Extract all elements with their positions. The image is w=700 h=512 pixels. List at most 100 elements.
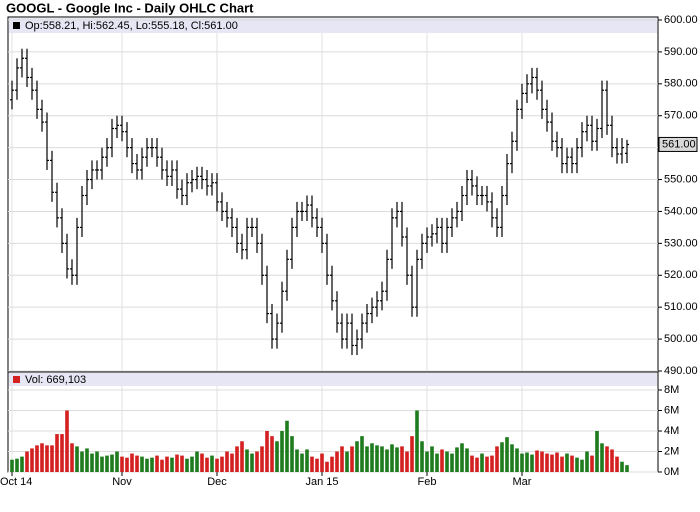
volume-bar bbox=[150, 457, 154, 472]
volume-bar bbox=[145, 458, 149, 472]
volume-bar bbox=[235, 446, 239, 472]
volume-bar bbox=[575, 457, 579, 472]
y-tick-label: 530.00 bbox=[664, 237, 698, 249]
volume-bar bbox=[15, 458, 19, 472]
volume-bar bbox=[140, 456, 144, 472]
volume-bar bbox=[310, 456, 314, 472]
volume-bar bbox=[345, 451, 349, 472]
volume-bar bbox=[55, 434, 59, 472]
volume-bar bbox=[625, 465, 629, 472]
volume-bar bbox=[220, 456, 224, 472]
volume-bar bbox=[305, 449, 309, 472]
volume-bar bbox=[280, 431, 284, 472]
volume-bar bbox=[100, 456, 104, 472]
last-price-label: 561.00 bbox=[662, 138, 696, 150]
volume-bar bbox=[550, 454, 554, 472]
volume-bar bbox=[160, 459, 164, 472]
volume-bar bbox=[105, 455, 109, 472]
volume-bar bbox=[210, 455, 214, 472]
volume-bar bbox=[490, 455, 494, 472]
volume-bar bbox=[120, 456, 124, 472]
price-panel bbox=[7, 16, 659, 372]
volume-bar bbox=[225, 451, 229, 472]
volume-bar bbox=[260, 446, 264, 472]
volume-bar bbox=[110, 454, 114, 472]
volume-bar bbox=[165, 456, 169, 472]
volume-bar bbox=[170, 457, 174, 472]
volume-bar bbox=[95, 451, 99, 472]
volume-bar bbox=[590, 455, 594, 472]
y-tick-label: 580.00 bbox=[664, 78, 698, 90]
volume-bar bbox=[530, 454, 534, 472]
volume-bar bbox=[515, 448, 519, 472]
volume-bar bbox=[30, 448, 34, 472]
volume-bar bbox=[565, 453, 569, 472]
y-tick-label: 600.00 bbox=[664, 14, 698, 26]
x-tick-label: Nov bbox=[112, 476, 132, 488]
y-tick-label: 550.00 bbox=[664, 173, 698, 185]
volume-bar bbox=[365, 446, 369, 472]
volume-bar bbox=[35, 445, 39, 472]
volume-bar bbox=[470, 455, 474, 472]
volume-bar bbox=[115, 451, 119, 472]
volume-bar bbox=[240, 441, 244, 472]
volume-bar bbox=[80, 451, 84, 472]
volume-bar bbox=[65, 410, 69, 472]
volume-bar bbox=[505, 437, 509, 472]
volume-bar bbox=[425, 451, 429, 472]
volume-bar bbox=[70, 443, 74, 472]
volume-bar bbox=[385, 449, 389, 472]
volume-bar bbox=[300, 453, 304, 472]
x-tick-label: Mar bbox=[513, 476, 532, 488]
volume-bar bbox=[340, 446, 344, 472]
y-tick-label: 540.00 bbox=[664, 205, 698, 217]
volume-bar bbox=[250, 453, 254, 472]
volume-bar bbox=[195, 451, 199, 472]
volume-bar bbox=[605, 446, 609, 472]
volume-bar bbox=[50, 445, 54, 472]
volume-bar bbox=[535, 450, 539, 472]
volume-bar bbox=[455, 447, 459, 472]
last-price-box bbox=[658, 136, 698, 152]
volume-bar bbox=[335, 451, 339, 472]
volume-bar bbox=[350, 446, 354, 472]
volume-bar bbox=[155, 455, 159, 472]
volume-bar bbox=[215, 458, 219, 472]
y-tick-label: 6M bbox=[664, 404, 679, 416]
volume-bar bbox=[40, 443, 44, 472]
volume-bar bbox=[25, 451, 29, 472]
volume-bar bbox=[245, 449, 249, 472]
chart-title: GOOGL - Google Inc - Daily OHLC Chart bbox=[6, 0, 254, 15]
x-tick-label: Feb bbox=[418, 476, 437, 488]
volume-bar bbox=[430, 446, 434, 472]
volume-bar bbox=[545, 453, 549, 472]
volume-legend-bar bbox=[9, 373, 657, 386]
volume-bar bbox=[355, 441, 359, 472]
volume-bar bbox=[450, 453, 454, 472]
volume-bar bbox=[200, 453, 204, 472]
volume-bar bbox=[230, 453, 234, 472]
marks bbox=[10, 48, 629, 472]
volume-bar bbox=[570, 455, 574, 472]
volume-bar bbox=[315, 458, 319, 472]
volume-bar bbox=[130, 453, 134, 472]
volume-bar bbox=[615, 456, 619, 472]
volume-legend-icon bbox=[13, 376, 20, 383]
volume-bar bbox=[435, 453, 439, 472]
volume-bar bbox=[295, 449, 299, 472]
y-tick-label: 510.00 bbox=[664, 301, 698, 313]
volume-bar bbox=[395, 447, 399, 472]
volume-bar bbox=[270, 436, 274, 472]
legend-icon bbox=[13, 22, 20, 29]
volume-bar bbox=[60, 434, 64, 472]
volume-bar bbox=[255, 451, 259, 472]
legend-text: Op:558.21, Hi:562.45, Lo:555.18, Cl:561.… bbox=[25, 20, 238, 32]
volume-bar bbox=[560, 456, 564, 472]
y-tick-label: 2M bbox=[664, 445, 679, 457]
volume-bar bbox=[75, 446, 79, 472]
volume-bar bbox=[405, 451, 409, 472]
volume-bar bbox=[510, 444, 514, 472]
volume-bar bbox=[390, 444, 394, 472]
volume-bar bbox=[520, 453, 524, 472]
volume-bar bbox=[465, 448, 469, 472]
